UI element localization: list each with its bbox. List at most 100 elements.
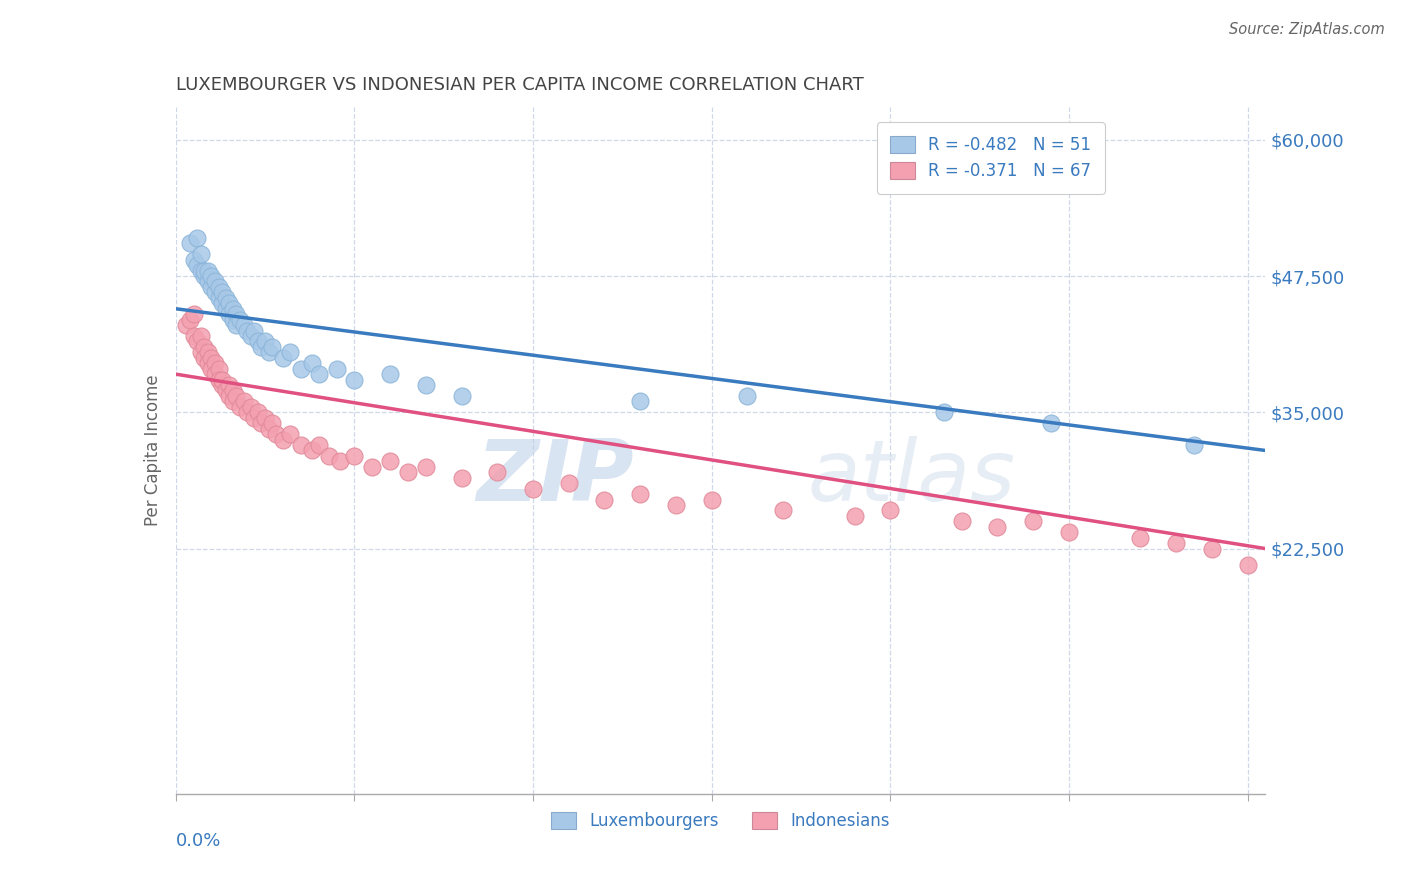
Point [200,361,222,376]
Text: atlas: atlas [807,436,1015,519]
Point [879,503,901,517]
Point [343,449,366,463]
Point [239,329,262,343]
Point [218,296,240,310]
Point [176,318,198,332]
Y-axis label: Per Capita Income: Per Capita Income [143,375,162,526]
Point [361,459,384,474]
Point [246,405,269,419]
Point [1201,541,1223,556]
Point [558,476,581,491]
Point [232,318,254,332]
Point [250,340,273,354]
Point [301,443,323,458]
Point [665,498,688,512]
Point [772,503,794,517]
Point [343,373,366,387]
Point [329,454,352,468]
Point [183,329,205,343]
Point [1129,531,1152,545]
Point [986,520,1008,534]
Point [290,438,312,452]
Point [179,236,201,251]
Point [211,378,233,392]
Point [190,345,212,359]
Point [186,231,208,245]
Point [396,465,419,479]
Point [737,389,759,403]
Point [415,459,437,474]
Point [229,400,252,414]
Point [308,438,330,452]
Point [254,410,277,425]
Point [207,280,229,294]
Point [628,487,651,501]
Point [236,405,259,419]
Point [222,301,245,316]
Point [278,427,301,442]
Point [271,433,294,447]
Point [243,410,266,425]
Point [197,345,219,359]
Point [318,449,340,463]
Point [193,340,215,354]
Point [257,345,280,359]
Point [239,400,262,414]
Point [197,263,219,277]
Point [218,389,240,403]
Point [215,301,238,316]
Point [200,268,222,283]
Point [207,291,229,305]
Point [522,482,544,496]
Point [232,394,254,409]
Point [254,334,277,349]
Point [190,329,212,343]
Text: LUXEMBOURGER VS INDONESIAN PER CAPITA INCOME CORRELATION CHART: LUXEMBOURGER VS INDONESIAN PER CAPITA IN… [176,77,863,95]
Point [218,378,240,392]
Point [222,384,245,398]
Point [1057,525,1080,540]
Point [179,312,201,326]
Point [207,373,229,387]
Point [415,378,437,392]
Point [246,334,269,349]
Point [186,334,208,349]
Point [222,312,245,326]
Point [200,280,222,294]
Point [1164,536,1187,550]
Point [204,285,226,300]
Point [271,351,294,365]
Point [378,367,401,381]
Point [186,258,208,272]
Point [262,416,284,430]
Point [222,394,245,409]
Text: Source: ZipAtlas.com: Source: ZipAtlas.com [1229,22,1385,37]
Point [1182,438,1205,452]
Point [225,318,247,332]
Point [193,263,215,277]
Point [301,356,323,370]
Point [378,454,401,468]
Point [628,394,651,409]
Point [215,384,238,398]
Point [264,427,287,442]
Point [308,367,330,381]
Point [1040,416,1063,430]
Point [593,492,616,507]
Point [1022,514,1045,528]
Point [211,373,233,387]
Point [211,285,233,300]
Point [193,268,215,283]
Point [450,471,472,485]
Point [844,508,866,523]
Point [950,514,973,528]
Text: ZIP: ZIP [475,436,633,519]
Point [193,351,215,365]
Point [278,345,301,359]
Point [204,356,226,370]
Point [200,351,222,365]
Point [262,340,284,354]
Point [243,324,266,338]
Point [190,247,212,261]
Point [700,492,723,507]
